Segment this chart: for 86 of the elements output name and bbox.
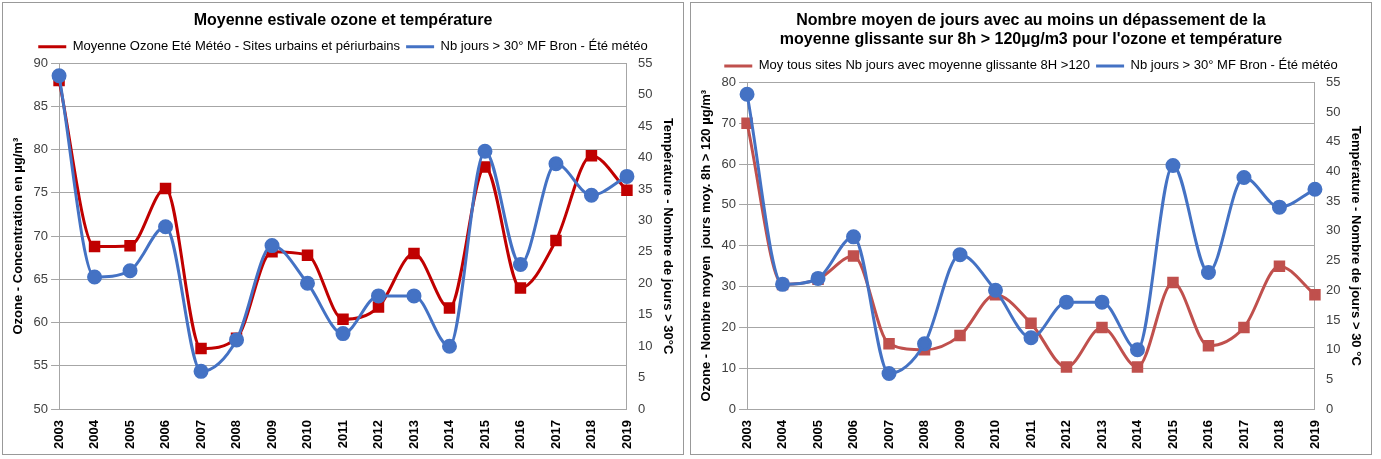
x-tick-label: 2017 bbox=[1235, 420, 1251, 449]
y2-tick-label: 5 bbox=[637, 369, 646, 385]
y2-tick-label: 55 bbox=[1325, 73, 1341, 89]
x-tick-label: 2013 bbox=[405, 420, 421, 449]
y2-tick-label: 20 bbox=[1325, 281, 1341, 297]
y2-tick-label: 10 bbox=[637, 337, 653, 353]
y2-tick-label: 35 bbox=[1325, 192, 1341, 208]
x-tick-label: 2008 bbox=[916, 420, 932, 449]
y2-tick-label: 10 bbox=[1325, 341, 1341, 357]
y-tick-label: 0 bbox=[728, 400, 737, 416]
y-axis-title: Ozone - Nombre moyen jours moy. 8h > 120 µg/m³ bbox=[698, 89, 714, 402]
x-tick-label: 2011 bbox=[1022, 420, 1038, 449]
x-tick-label: 2018 bbox=[1271, 420, 1287, 449]
y2-tick-label: 45 bbox=[637, 117, 653, 133]
y2-tick-label: 35 bbox=[637, 180, 653, 196]
y2-tick-label: 45 bbox=[1325, 133, 1341, 149]
x-tick-label: 2010 bbox=[299, 420, 315, 449]
y2-tick-label: 55 bbox=[637, 54, 653, 70]
y-tick-label: 75 bbox=[33, 184, 49, 200]
y2-tick-label: 20 bbox=[637, 274, 653, 290]
y-tick-label: 10 bbox=[721, 359, 737, 375]
legend-label: Moyenne Ozone Eté Météo - Sites urbains et périurbains bbox=[72, 38, 401, 54]
legend-label: Moy tous sites Nb jours avec moyenne glissante 8H >120 bbox=[758, 57, 1091, 73]
y2-axis-title: Température - Nombre de jours > 30 °C bbox=[1348, 125, 1364, 367]
y-tick-label: 40 bbox=[721, 237, 737, 253]
y2-tick-label: 25 bbox=[637, 243, 653, 259]
y2-tick-label: 30 bbox=[1325, 222, 1341, 238]
y2-tick-label: 15 bbox=[1325, 311, 1341, 327]
y-tick-label: 80 bbox=[33, 141, 49, 157]
x-tick-label: 2019 bbox=[618, 420, 634, 449]
y-tick-label: 70 bbox=[33, 227, 49, 243]
x-tick-label: 2016 bbox=[512, 420, 528, 449]
x-tick-label: 2008 bbox=[228, 420, 244, 449]
y2-tick-label: 40 bbox=[1325, 163, 1341, 179]
y2-tick-label: 25 bbox=[1325, 252, 1341, 268]
y-tick-label: 50 bbox=[33, 400, 49, 416]
legend-label: Nb jours > 30° MF Bron - Été météo bbox=[440, 38, 648, 54]
x-tick-label: 2003 bbox=[738, 420, 754, 449]
x-tick-label: 2007 bbox=[880, 420, 896, 449]
y-tick-label: 60 bbox=[33, 314, 49, 330]
chart-title: Nombre moyen de jours avec au moins un dépassement de la moyenne glissante sur 8h > 120µg/m3 pour l'ozone et température bbox=[779, 11, 1283, 48]
y2-tick-label: 50 bbox=[637, 86, 653, 102]
y-tick-label: 80 bbox=[721, 73, 737, 89]
y2-tick-label: 5 bbox=[1325, 370, 1334, 386]
x-tick-label: 2014 bbox=[441, 419, 457, 449]
y2-tick-label: 40 bbox=[637, 149, 653, 165]
x-tick-label: 2016 bbox=[1200, 420, 1216, 449]
y-tick-label: 60 bbox=[721, 155, 737, 171]
x-tick-label: 2015 bbox=[1164, 420, 1180, 449]
x-tick-label: 2004 bbox=[86, 419, 102, 449]
y-tick-label: 50 bbox=[721, 196, 737, 212]
y-tick-label: 90 bbox=[33, 54, 49, 70]
x-tick-label: 2004 bbox=[774, 419, 790, 449]
y-tick-label: 30 bbox=[721, 278, 737, 294]
legend-label: Nb jours > 30° MF Bron - Été météo bbox=[1130, 57, 1338, 73]
y2-tick-label: 50 bbox=[1325, 103, 1341, 119]
x-tick-label: 2007 bbox=[192, 420, 208, 449]
chart-title: Moyenne estivale ozone et température bbox=[193, 11, 493, 29]
x-tick-label: 2009 bbox=[263, 420, 279, 449]
x-tick-label: 2005 bbox=[121, 420, 137, 449]
y2-tick-label: 0 bbox=[637, 400, 646, 416]
y2-tick-label: 30 bbox=[637, 212, 653, 227]
x-tick-label: 2012 bbox=[370, 420, 386, 449]
x-tick-label: 2010 bbox=[987, 420, 1003, 449]
x-tick-label: 2014 bbox=[1129, 419, 1145, 449]
y-tick-label: 85 bbox=[33, 98, 49, 114]
y2-axis-title: Température - Nombre de jours > 30°C bbox=[660, 117, 676, 355]
y2-tick-label: 0 bbox=[1325, 400, 1334, 416]
x-tick-label: 2012 bbox=[1058, 420, 1074, 449]
x-tick-label: 2006 bbox=[845, 420, 861, 449]
x-tick-label: 2011 bbox=[334, 420, 350, 449]
y-axis-title: Ozone - Concentration en µg/m³ bbox=[10, 137, 26, 335]
y-tick-label: 70 bbox=[721, 114, 737, 130]
x-tick-label: 2005 bbox=[809, 420, 825, 449]
x-tick-label: 2003 bbox=[50, 420, 66, 449]
x-tick-label: 2013 bbox=[1093, 420, 1109, 449]
x-tick-label: 2018 bbox=[583, 420, 599, 449]
y-tick-label: 55 bbox=[33, 357, 49, 373]
x-tick-label: 2009 bbox=[951, 420, 967, 449]
x-tick-label: 2019 bbox=[1306, 420, 1322, 449]
x-tick-label: 2015 bbox=[476, 420, 492, 449]
y-tick-label: 65 bbox=[33, 270, 49, 286]
y2-tick-label: 15 bbox=[637, 306, 653, 322]
x-tick-label: 2006 bbox=[157, 420, 173, 449]
x-tick-label: 2017 bbox=[547, 420, 563, 449]
y-tick-label: 20 bbox=[721, 318, 737, 334]
